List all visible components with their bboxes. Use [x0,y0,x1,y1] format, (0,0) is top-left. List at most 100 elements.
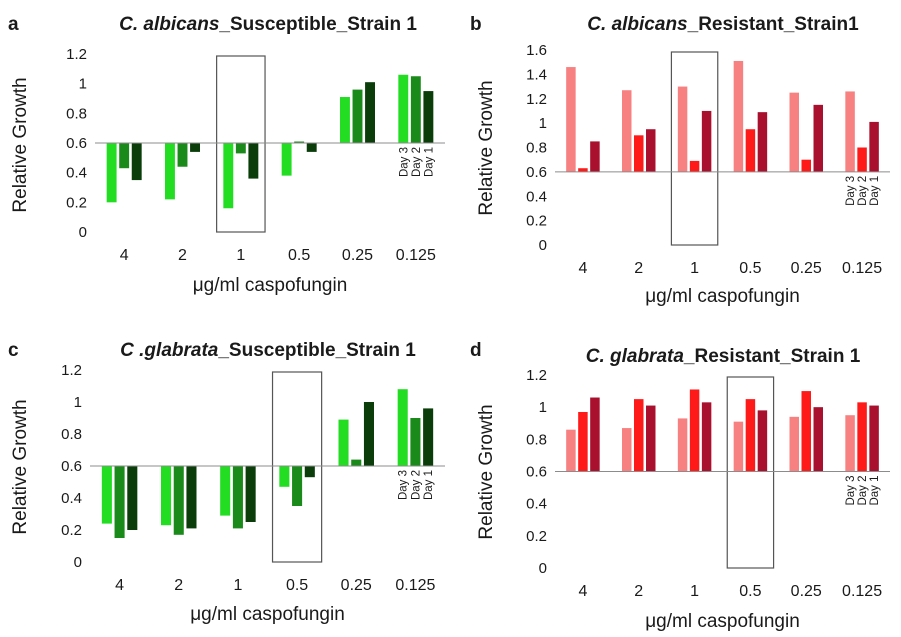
bar-day-1-1 [248,143,259,179]
x-tick-label: 0.5 [286,577,308,594]
panel-d: d C. glabrata_Resistant_Strain 1 0 0.2 0.4 0.… [470,340,890,632]
highlight-box [726,376,775,569]
bar-day-3-0.25 [789,416,799,472]
y-tick-label: 0.2 [526,528,547,545]
bar-day-1-0.5 [306,143,317,152]
bar-day-2-0.5 [294,141,305,143]
bar-day-2-0.25 [801,391,811,472]
x-tick-label: 1 [233,577,242,594]
chart-title: C .glabrata_Susceptible_Strain 1 [120,340,416,361]
x-tick-label: 2 [178,247,187,264]
bar-day-1-2 [646,129,656,172]
bar-day-3-4 [101,466,112,524]
bar-day-2-0.25 [351,459,362,466]
x-axis-label: μg/ml caspofungin [645,286,800,307]
bar-day-1-2 [646,405,656,472]
panel-letter: c [8,340,19,361]
x-tick-label: 1 [690,260,699,277]
bar-day-3-0.125 [398,74,409,143]
bar-day-3-1 [220,466,231,516]
y-tick-label: 0.8 [526,431,547,448]
bar-day-3-0.25 [338,419,349,466]
y-tick-label: 0.6 [526,464,547,481]
chart-title: C. glabrata_Resistant_Strain 1 [586,346,861,367]
x-tick-label: 4 [120,247,129,264]
y-tick-label: 0 [74,554,82,571]
bar-day-3-0.125 [845,415,855,472]
bar-day-1-0.5 [304,466,315,478]
x-axis-label: μg/ml caspofungin [193,275,348,296]
bar-day-2-4 [578,168,588,172]
chart-title-strain: _Resistant_Strain 1 [683,346,861,367]
y-tick-label: 0.4 [66,165,87,182]
day-label: Day 1 [869,176,881,206]
bar-day-3-4 [566,67,576,172]
y-tick-label: 0.6 [61,458,82,475]
chart-title-species: C. albicans [587,14,687,35]
bar-day-1-0.5 [757,410,768,472]
bar-day-2-0.125 [857,147,867,172]
y-tick-label: 1.2 [66,46,87,63]
bar-day-2-1 [232,466,243,529]
panel-letter: b [470,14,482,35]
x-tick-label: 0.25 [342,247,373,264]
bar-day-1-0.125 [869,121,879,172]
x-tick-label: 2 [634,583,643,600]
x-tick-label: 0.125 [396,247,436,264]
bar-day-2-4 [114,466,125,538]
y-tick-label: 0.8 [66,105,87,122]
bar-day-2-0.5 [745,399,756,472]
bar-day-2-2 [634,135,644,172]
y-axis-label: Relative Growth [476,404,497,539]
y-tick-label: 0 [79,224,87,241]
y-tick-label: 0.2 [66,194,87,211]
chart-title-species: C. glabrata [586,346,685,367]
day-label: Day 2 [410,470,422,500]
y-tick-label: 0.4 [526,188,547,205]
bar-day-2-1 [235,143,246,154]
y-tick-label: 1 [79,76,87,93]
y-tick-label: 0.6 [526,164,547,181]
day-label: Day 3 [398,470,410,500]
chart-title: C. albicans_Susceptible_Strain 1 [119,14,417,35]
chart-title-strain: _Susceptible_Strain 1 [218,14,417,35]
day-label: Day 1 [423,470,435,500]
y-tick-label: 0.4 [61,490,82,507]
x-tick-label: 4 [578,583,587,600]
bar-day-1-4 [127,466,138,530]
bar-day-2-0.25 [801,159,811,172]
bar-day-3-2 [622,90,632,172]
bar-day-2-2 [173,466,184,535]
bar-day-3-1 [223,143,234,209]
highlight-box [670,51,719,246]
y-tick-label: 0 [539,237,547,254]
x-tick-label: 0.5 [739,260,761,277]
bar-day-2-1 [689,389,700,472]
y-axis-label: Relative Growth [10,399,31,534]
y-tick-label: 1.4 [526,66,547,83]
bar-day-1-0.25 [363,402,374,466]
chart-title: C. albicans_Resistant_Strain1 [587,14,859,35]
bar-day-1-2 [190,143,200,152]
day-label: Day 2 [411,147,423,177]
x-tick-label: 2 [634,260,643,277]
bar-day-3-0.5 [281,143,292,176]
bar-day-3-2 [161,466,172,526]
bar-day-2-0.125 [410,418,421,466]
bar-day-3-0.125 [845,91,855,172]
y-tick-label: 1 [539,399,547,416]
bar-day-3-0.5 [733,421,744,472]
panel-letter: a [8,14,19,35]
x-tick-label: 0.25 [341,577,372,594]
x-tick-label: 0.5 [288,247,310,264]
y-tick-label: 0.4 [526,496,547,513]
chart-title-strain: _Susceptible_Strain 1 [217,340,416,361]
day-label: Day 3 [398,147,410,177]
bar-day-1-0.25 [813,104,823,172]
bar-day-2-0.125 [410,76,421,143]
x-tick-label: 0.125 [395,577,435,594]
highlight-box [216,55,266,233]
day-label: Day 2 [857,176,869,206]
y-tick-label: 0.8 [526,140,547,157]
x-tick-label: 1 [690,583,699,600]
